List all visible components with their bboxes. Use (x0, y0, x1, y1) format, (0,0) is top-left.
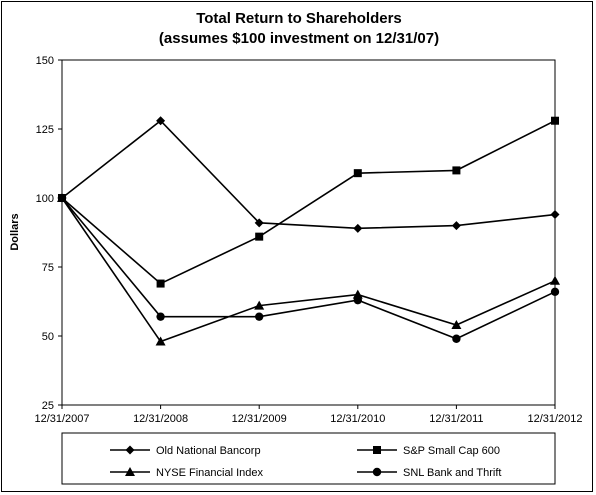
legend: Old National Bancorp S&P Small Cap 600 NYS… (110, 445, 501, 479)
legend-label: SNL Bank and Thrift (403, 467, 501, 479)
legend-label: S&P Small Cap 600 (403, 445, 500, 457)
data-point (155, 336, 166, 346)
data-point (452, 334, 461, 343)
series-line (61, 119, 556, 230)
data-point (353, 295, 362, 305)
data-point (451, 319, 462, 329)
legend-item-old-national-bancorp: Old National Bancorp (110, 445, 261, 457)
data-point (254, 300, 265, 310)
legend-marker (125, 467, 135, 476)
x-tick-label: 12/31/2009 (232, 413, 287, 425)
y-tick-label: 75 (42, 262, 54, 274)
chart-title: Total Return to Shareholders (196, 10, 402, 27)
data-point (352, 289, 363, 299)
legend-marker (372, 467, 382, 477)
data-point (550, 275, 560, 285)
data-point (353, 223, 363, 233)
legend-item-s-p-small-cap-600: S&P Small Cap 600 (357, 445, 500, 457)
legend-marker (125, 445, 135, 455)
data-point (255, 232, 264, 241)
data-point (57, 193, 67, 203)
x-tick-label: 12/31/2011 (429, 413, 483, 425)
y-tick-label: 25 (42, 400, 54, 412)
data-point (156, 116, 166, 126)
data-point (550, 210, 560, 220)
x-tick-label: 12/31/2010 (330, 413, 385, 425)
y-tick-label: 150 (36, 55, 54, 67)
series-snl-bank-and-thrift (57, 193, 560, 343)
data-point (550, 287, 560, 297)
legend-box (61, 432, 556, 485)
y-tick-label: 50 (42, 331, 54, 343)
legend-label: NYSE Financial Index (156, 467, 263, 479)
x-tick-label: 12/31/2008 (133, 413, 188, 425)
data-point (452, 166, 461, 175)
data-point (156, 312, 165, 321)
y-axis-title: Dollars (9, 213, 21, 250)
data-point (353, 169, 362, 178)
y-tick-label: 125 (36, 124, 54, 136)
legend-item-nyse-financial-index: NYSE Financial Index (110, 467, 263, 479)
x-tick-label: 12/31/2012 (527, 413, 582, 425)
legend-label: Old National Bancorp (156, 445, 261, 457)
data-point (156, 279, 165, 288)
x-axis: 12/31/2007 12/31/2008 12/31/2009 12/31/2010… (34, 405, 583, 425)
data-point (551, 116, 559, 125)
data-point (451, 221, 461, 231)
legend-marker (373, 446, 381, 454)
series-line (61, 120, 556, 285)
y-tick-label: 100 (36, 193, 54, 205)
x-tick-label: 12/31/2007 (34, 413, 89, 425)
plot-area (61, 59, 556, 406)
chart-subtitle: (assumes $100 investment on 12/31/07) (159, 30, 439, 47)
y-axis: 25 50 75 100 125 150 (36, 55, 62, 412)
series-line (61, 197, 556, 340)
series-layer (57, 116, 560, 346)
legend-item-snl-bank-and-thrift: SNL Bank and Thrift (357, 467, 501, 479)
data-point (255, 312, 264, 321)
data-point (254, 218, 264, 228)
series-line (61, 197, 556, 343)
